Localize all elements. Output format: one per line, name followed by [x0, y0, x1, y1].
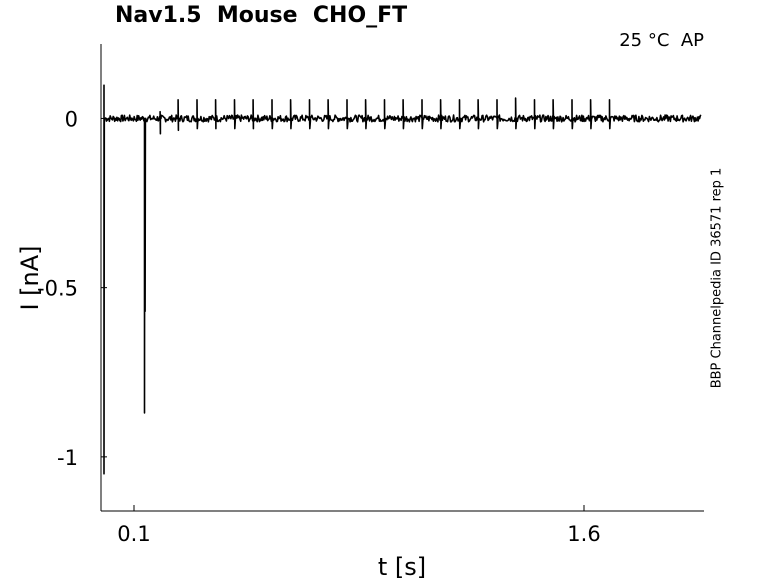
y-tick-label: -0.5	[37, 277, 78, 301]
condition-label: 25 °C AP	[619, 30, 704, 51]
y-tick-label: -1	[57, 446, 78, 470]
chart-title: Nav1.5 Mouse CHO_FT	[115, 3, 408, 28]
x-tick-label: 1.6	[567, 522, 600, 546]
axes	[100, 44, 704, 512]
x-tick-label: 0.1	[117, 522, 150, 546]
trace-line	[103, 84, 702, 475]
y-tick-label: 0	[65, 107, 78, 131]
trace-series	[103, 84, 702, 475]
x-axis-label: t [s]	[377, 553, 427, 581]
tick-marks: 0.1 1.6 0 -0.5 -1	[37, 107, 601, 546]
